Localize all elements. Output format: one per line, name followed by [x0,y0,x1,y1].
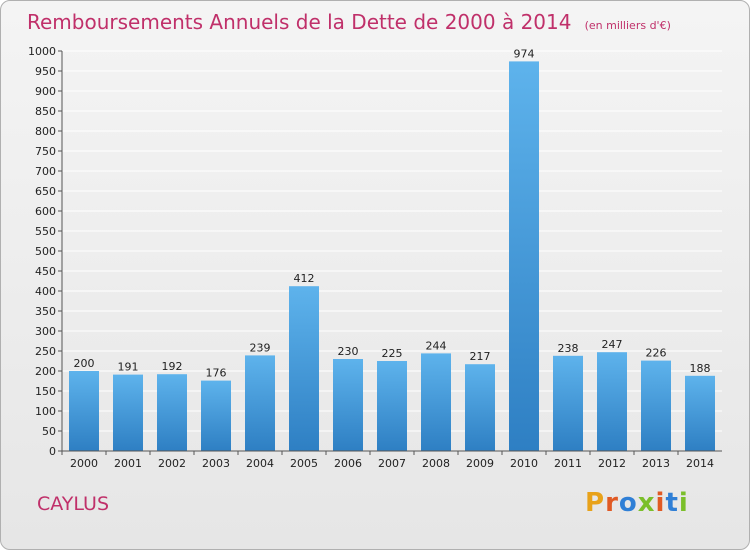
bar-2003 [201,380,231,451]
y-tick-label: 750 [35,145,56,158]
bar-value-label: 239 [250,341,271,354]
chart-title: Remboursements Annuels de la Dette de 20… [27,8,671,36]
y-axis: 0 50 100 150 200 250 300 350 400 450 500 550 600 650 7… [28,45,63,458]
y-tick-label: 450 [35,265,56,278]
y-tick-label: 900 [35,85,56,98]
bar-value-label: 244 [426,339,447,352]
bar-2005 [289,286,319,451]
x-tick-label: 2005 [290,457,318,470]
y-tick-label: 950 [35,65,56,78]
bar-value-label: 191 [118,361,139,374]
bar-value-label: 188 [690,362,711,375]
y-tick-label: 300 [35,325,56,338]
bar-2012 [597,352,627,451]
bar-2011 [553,355,583,451]
x-tick-label: 2007 [378,457,406,470]
bar-series: 200 191 192 176 239 412 230 225 244 217 974 238 247 2… [69,47,715,452]
bar-2004 [245,355,275,451]
x-tick-label: 2012 [598,457,626,470]
y-tick-label: 500 [35,245,56,258]
bar-value-label: 412 [294,272,315,285]
bar-2002 [157,374,187,451]
bar-2010 [509,61,539,452]
y-tick-label: 150 [35,385,56,398]
bar-value-label: 225 [382,347,403,360]
bar-value-label: 230 [338,345,359,358]
x-tick-label: 2000 [70,457,98,470]
bar-value-label: 226 [646,347,667,360]
bar-2000 [69,371,99,451]
x-axis: 2000 2001 2002 2003 2004 2005 2006 2007 2008 2009… [61,450,722,470]
x-tick-label: 2006 [334,457,362,470]
y-tick-label: 0 [49,445,56,458]
y-tick-label: 350 [35,305,56,318]
y-tick-label: 700 [35,165,56,178]
proxiti-logo: Proxiti [585,488,689,518]
bar-2014 [685,375,715,451]
bar-2013 [641,360,671,451]
x-tick-label: 2011 [554,457,582,470]
y-tick-label: 850 [35,105,56,118]
x-tick-label: 2013 [642,457,670,470]
y-tick-label: 650 [35,185,56,198]
x-tick-label: 2004 [246,457,274,470]
bar-value-label: 974 [514,47,535,60]
chart-title-main: Remboursements Annuels de la Dette de 20… [27,10,572,34]
bar-value-label: 192 [162,360,183,373]
bar-value-label: 176 [206,367,227,380]
x-tick-label: 2003 [202,457,230,470]
bar-2008 [421,353,451,451]
x-tick-label: 2010 [510,457,538,470]
bar-2006 [333,359,363,451]
bar-2007 [377,361,407,451]
y-tick-label: 400 [35,285,56,298]
y-tick-label: 550 [35,225,56,238]
bar-value-label: 247 [602,338,623,351]
chart-title-unit: (en milliers d'€) [584,19,671,32]
y-tick-label: 250 [35,345,56,358]
bar-value-label: 217 [470,350,491,363]
x-tick-label: 2008 [422,457,450,470]
bar-value-label: 238 [558,342,579,355]
bar-2001 [113,374,143,451]
y-tick-label: 200 [35,365,56,378]
y-tick-label: 50 [42,425,56,438]
y-tick-label: 1000 [28,45,56,58]
bar-value-label: 200 [74,357,95,370]
y-tick-label: 100 [35,405,56,418]
x-tick-label: 2002 [158,457,186,470]
x-tick-label: 2014 [686,457,714,470]
y-tick-label: 600 [35,205,56,218]
x-tick-label: 2001 [114,457,142,470]
x-tick-label: 2009 [466,457,494,470]
bar-2009 [465,364,495,451]
y-tick-label: 800 [35,125,56,138]
city-name: CAYLUS [37,493,110,515]
